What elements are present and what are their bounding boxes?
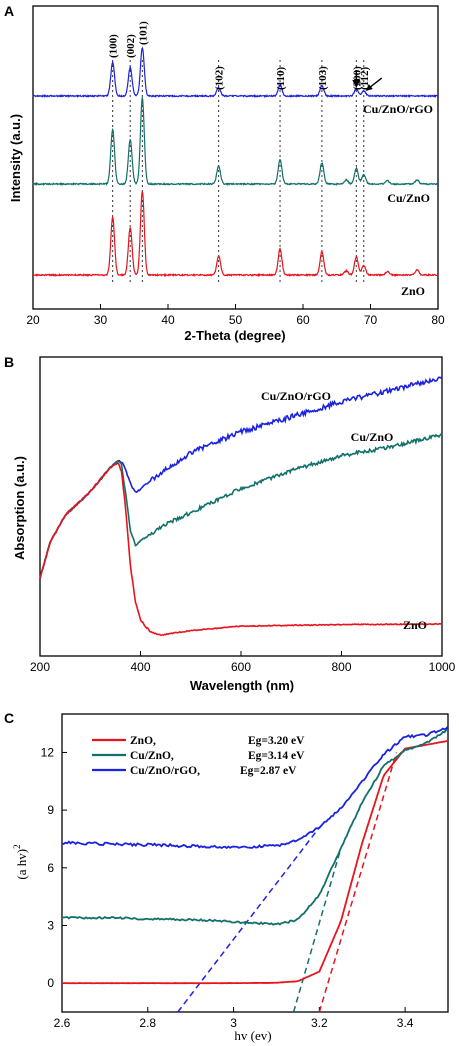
panel-b-series-label: Cu/ZnO/rGO: [261, 389, 331, 403]
panel-a-peak-label: (100): [108, 34, 120, 58]
panel-b-label: B: [4, 354, 14, 370]
panel-a-arrowhead-200: [352, 80, 361, 88]
panel-c-plot: 2.6 2.8 3 3.2 3.4 0 3 6 9 12 ZnO, Eg=3.20 eV Cu/ZnO,…: [41, 725, 449, 1030]
panel-a-series-label: ZnO: [401, 284, 425, 298]
panel-c-xtick-label: 3.4: [397, 1016, 414, 1030]
panel-a-peak-label: (101): [137, 21, 149, 45]
panel-c-tangent-line: [292, 848, 342, 1013]
panel-c-xtick-label: 2.8: [139, 1016, 156, 1030]
panel-b-ylabel: Absorption (a.u.): [12, 456, 27, 560]
panel-a-xtick-label: 70: [364, 313, 378, 327]
panel-a-xlabel: 2-Theta (degree): [184, 328, 285, 343]
panel-c-tangent-line: [318, 752, 398, 1013]
panel-c-ylabel: (a hv): [14, 849, 29, 880]
panel-c-ytick-label: 6: [47, 861, 54, 875]
panel-a: A 2-Theta (degree) Intensity (a.u.) 20 30…: [4, 3, 445, 343]
panel-c-ytick-label: 0: [47, 976, 54, 990]
panel-a-label: A: [4, 3, 14, 19]
panel-c-ytick-label: 12: [41, 745, 55, 759]
panel-a-series-label: Cu/ZnO/rGO: [363, 102, 433, 116]
panel-c-xlabel: hv (ev): [234, 1028, 271, 1043]
panel-c-ytick-label: 3: [47, 918, 54, 932]
panel-c-legend-name: Cu/ZnO/rGO,: [130, 765, 200, 777]
panel-c-axes-frame: [61, 713, 449, 1013]
panel-b-xtick-label: 400: [130, 660, 150, 674]
panel-b-series-label: Cu/ZnO: [351, 430, 394, 444]
panel-c-series-line: [61, 728, 449, 926]
panel-b-series-line: [39, 375, 443, 579]
panel-a-xtick-label: 20: [26, 313, 40, 327]
panel-b-series-label: ZnO: [403, 618, 427, 632]
panel-b-xtick-label: 600: [231, 660, 251, 674]
panel-c-legend-name: Cu/ZnO,: [130, 750, 174, 762]
panel-c-legend-name: ZnO,: [130, 735, 156, 747]
panel-b-series-line: [39, 461, 443, 637]
panel-a-peak-label: (110): [275, 66, 287, 90]
panel-a-xtick-label: 50: [229, 313, 243, 327]
panel-b-plot: 200 400 600 800 1000 Cu/ZnO/rGO Cu/ZnO ZnO: [30, 375, 456, 674]
panel-b-xtick-label: 800: [331, 660, 351, 674]
panel-b: B Wavelength (nm) Absorption (a.u.) 200 4…: [4, 354, 456, 693]
panel-a-ylabel: Intensity (a.u.): [8, 114, 23, 202]
panel-c: C hv (ev) (a hv)2 2.6 2.8 3 3.2 3.4 0 3 6 9 12 ZnO…: [4, 710, 449, 1043]
panel-a-series-line: [32, 97, 439, 187]
panel-a-series-line: [32, 191, 439, 278]
panel-a-xtick-label: 30: [94, 313, 108, 327]
panel-a-xtick-label: 60: [296, 313, 310, 327]
panel-a-peak-label: (112): [359, 66, 371, 90]
panel-a-axes-frame: [32, 5, 439, 310]
panel-c-xtick-label: 3.2: [311, 1016, 328, 1030]
panel-a-series-label: Cu/ZnO: [387, 191, 430, 205]
panel-a-xtick-label: 40: [161, 313, 175, 327]
panel-b-xlabel: Wavelength (nm): [190, 678, 294, 693]
panel-c-tangent-line: [177, 826, 320, 1013]
panel-c-ylabel-superscript: 2: [12, 844, 22, 849]
panel-a-peak-label: (002): [125, 34, 137, 58]
panel-c-legend-eg: Eg=2.87 eV: [240, 765, 297, 777]
panel-c-legend-eg: Eg=3.20 eV: [248, 735, 305, 747]
panel-c-ytick-label: 9: [47, 803, 54, 817]
panel-c-label: C: [4, 710, 14, 726]
panel-b-xtick-label: 1000: [429, 660, 456, 674]
panel-c-series-line: [61, 725, 449, 850]
panel-a-peak-label: (103): [317, 66, 329, 90]
panel-a-plot: 20 30 40 50 60 70 80 ZnO Cu/ZnO Cu/ZnO/rGO (100) (0…: [26, 21, 445, 327]
panel-c-xtick-label: 2.6: [54, 1016, 71, 1030]
panel-b-series-line: [39, 432, 443, 579]
panel-a-series-line: [32, 46, 439, 99]
panel-c-legend-eg: Eg=3.14 eV: [248, 750, 305, 762]
panel-a-peak-label: (102): [214, 66, 226, 90]
panel-c-xtick-label: 3: [230, 1016, 237, 1030]
panel-c-ylabel-group: (a hv)2: [12, 844, 29, 879]
panel-a-xtick-label: 80: [431, 313, 445, 327]
panel-a-arrowhead-112: [365, 84, 373, 91]
svg-text:(a hv)2: (a hv)2: [12, 844, 29, 879]
panel-c-series-line: [61, 739, 449, 985]
panel-b-axes-frame: [39, 356, 443, 657]
panel-b-xtick-label: 200: [30, 660, 50, 674]
